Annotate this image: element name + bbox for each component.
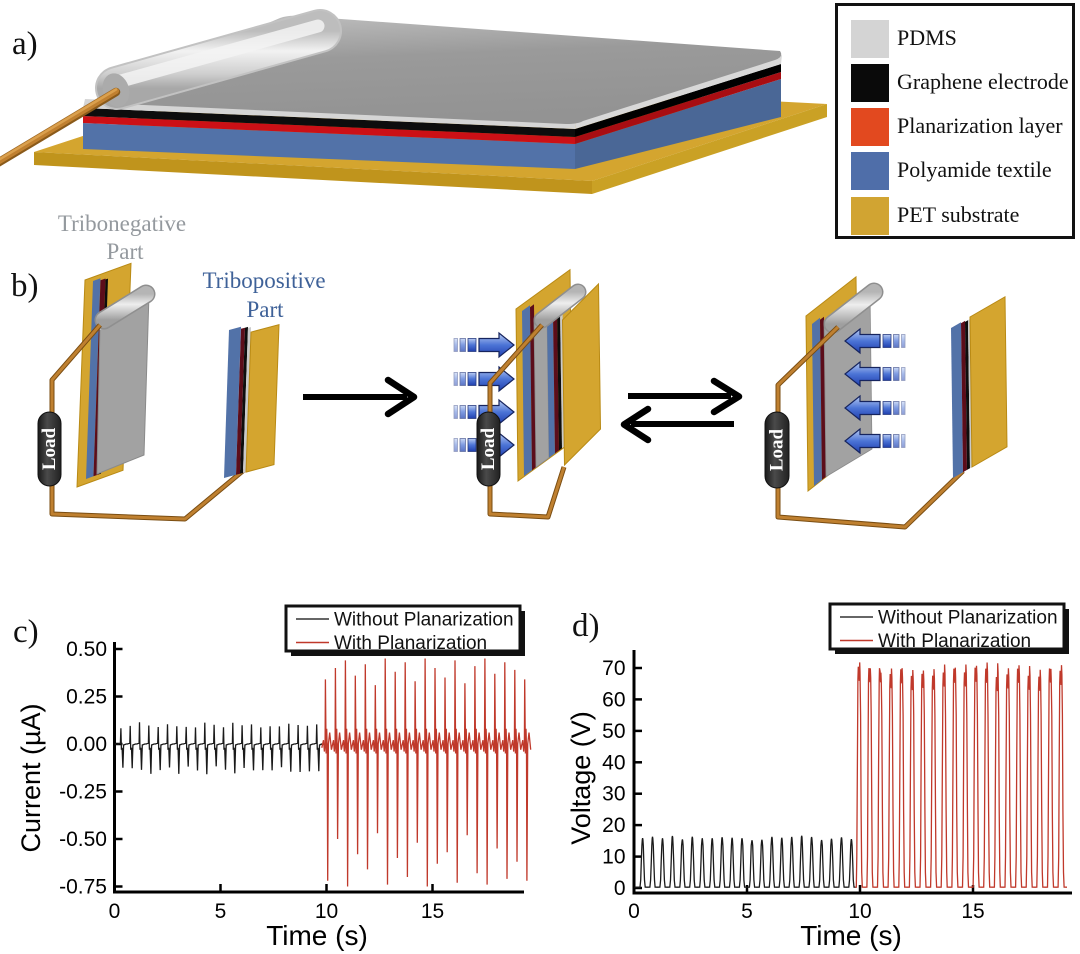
- svg-text:Voltage (V): Voltage (V): [566, 711, 596, 845]
- svg-text:Current (µA): Current (µA): [16, 703, 46, 852]
- svg-text:Without Planarization: Without Planarization: [334, 610, 514, 631]
- svg-text:0.25: 0.25: [66, 686, 107, 709]
- svg-text:-0.25: -0.25: [59, 781, 107, 804]
- svg-text:10: 10: [848, 900, 871, 923]
- svg-text:Without Planarization: Without Planarization: [878, 608, 1058, 629]
- svg-text:0: 0: [614, 877, 626, 900]
- svg-text:0.00: 0.00: [66, 733, 107, 756]
- svg-text:0: 0: [109, 900, 121, 923]
- svg-text:Time (s): Time (s): [266, 920, 368, 951]
- svg-text:5: 5: [215, 900, 227, 923]
- svg-text:0.50: 0.50: [66, 638, 107, 661]
- svg-text:15: 15: [961, 900, 984, 923]
- svg-text:10: 10: [315, 900, 338, 923]
- svg-text:30: 30: [602, 783, 625, 806]
- svg-text:40: 40: [602, 751, 625, 774]
- svg-text:-0.50: -0.50: [59, 828, 107, 851]
- svg-text:Tribonegative: Tribonegative: [58, 211, 186, 236]
- svg-text:60: 60: [602, 688, 625, 711]
- svg-text:10: 10: [602, 846, 625, 869]
- svg-text:Tribopositive: Tribopositive: [202, 268, 325, 293]
- svg-text:70: 70: [602, 657, 625, 680]
- svg-text:5: 5: [741, 900, 753, 923]
- svg-text:With Planarization: With Planarization: [334, 633, 487, 654]
- svg-text:15: 15: [421, 900, 444, 923]
- svg-text:50: 50: [602, 720, 625, 743]
- svg-text:0: 0: [628, 900, 640, 923]
- svg-text:20: 20: [602, 814, 625, 837]
- svg-text:Load: Load: [39, 427, 60, 470]
- svg-text:Part: Part: [246, 297, 284, 322]
- svg-text:Time (s): Time (s): [800, 920, 902, 951]
- svg-text:Load: Load: [767, 428, 788, 471]
- svg-text:Part: Part: [106, 239, 144, 264]
- svg-text:-0.75: -0.75: [59, 876, 107, 899]
- svg-text:With Planarization: With Planarization: [878, 631, 1031, 652]
- svg-text:Load: Load: [478, 427, 499, 470]
